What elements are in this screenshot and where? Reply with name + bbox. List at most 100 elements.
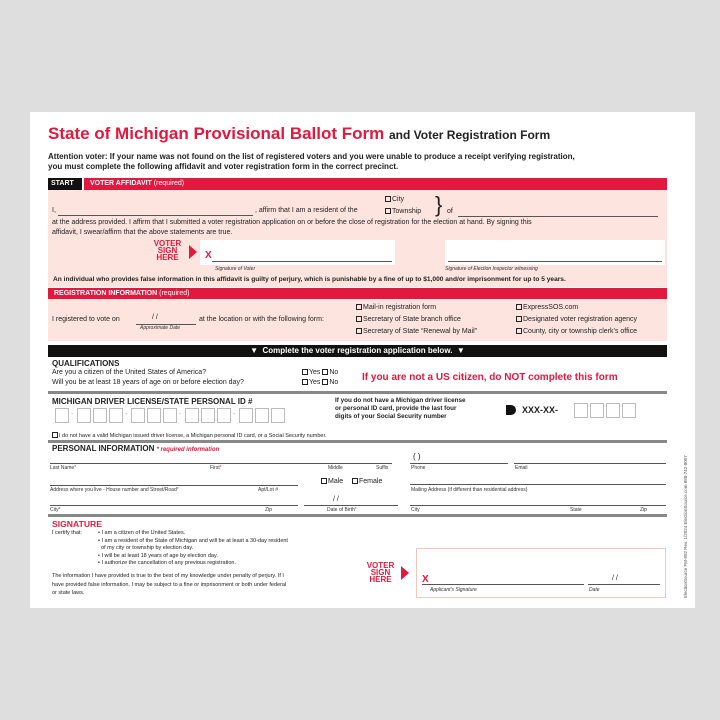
sig-line [212,261,392,262]
certify-bullets: • I am a citizen of the United States. •… [98,530,288,567]
id-digit-box[interactable] [239,408,253,423]
address-label: Address where you live - House number an… [50,487,179,493]
ssn-digit-box[interactable] [590,403,604,418]
inspector-signature-field[interactable] [445,240,665,265]
voter-signature-field[interactable] [200,240,395,265]
affirm-text: , affirm that I am a resident of the [255,207,358,214]
mailing-address-field[interactable] [410,484,666,485]
id-digit-box[interactable] [93,408,107,423]
affidavit-line-2: at the address provided. I affirm that I… [52,219,532,226]
start-tag: START [48,178,82,190]
registration-date-field[interactable] [136,324,196,325]
city-checkbox[interactable]: City [385,196,404,203]
id-digit-box[interactable] [255,408,269,423]
name-field[interactable] [58,215,253,216]
first-name-label: First* [210,465,222,471]
municipality-field[interactable] [458,216,658,217]
dob-field[interactable] [304,505,398,506]
qualifications-heading: QUALIFICATIONS [52,359,120,368]
affidavit-line-3: affidavit, I swear/affirm that the above… [52,229,233,236]
city-label: City* [50,507,61,513]
arrow-icon [401,566,409,580]
sign-x: X [205,250,212,261]
city-zip-field[interactable] [50,505,298,506]
option-expresssos[interactable]: ExpressSOS.com [516,304,578,311]
name-fields[interactable] [50,463,392,464]
affidavit-section [48,190,667,287]
id-digit-box[interactable] [109,408,123,423]
id-digit-box[interactable] [201,408,215,423]
mailing-city-label: City [411,507,420,513]
dob-label: Date of Birth* [327,507,357,513]
age-question: Will you be at least 18 years of age on … [52,379,244,386]
perjury-statement: The information I have provided is true … [52,573,287,596]
form-title: State of Michigan Provisional Ballot For… [48,124,551,143]
township-checkbox[interactable]: Township [385,208,421,215]
ssn-note: If you do not have a Michigan driver lic… [335,397,466,420]
phone-field[interactable] [410,463,508,464]
perjury-warning: An individual who provides false informa… [53,276,566,283]
email-field[interactable] [514,463,666,464]
id-digit-box[interactable] [185,408,199,423]
mailing-zip-label: Zip [640,507,647,513]
ssn-digit-box[interactable] [622,403,636,418]
id-digit-box[interactable] [147,408,161,423]
apt-label: Apt/Lot # [258,487,279,493]
address-field[interactable] [50,485,298,486]
mailing-label: Mailing Address (if different than resid… [411,487,528,493]
last-name-label: Last Name* [50,465,77,471]
id-digit-box[interactable] [163,408,177,423]
personal-heading: PERSONAL INFORMATION * required informat… [52,444,220,453]
age-yes[interactable]: Yes [302,379,320,386]
divider [48,391,667,394]
female-checkbox[interactable]: Female [352,478,382,485]
dob-slashes: / / [333,496,339,503]
of-text: of [447,208,453,215]
dash: - [233,411,236,418]
voter-sign-here: VOTER SIGN HERE [153,239,182,262]
citizen-no[interactable]: No [322,369,338,376]
id-digit-box[interactable] [217,408,231,423]
date-caption: Date [589,587,600,593]
registration-section [48,299,667,341]
ssn-prefix: XXX-XX- [522,405,559,415]
applicant-signature-box[interactable] [416,548,666,598]
id-digit-box[interactable] [271,408,285,423]
divider [48,440,667,443]
ssn-digit-box[interactable] [574,403,588,418]
id-digit-box[interactable] [77,408,91,423]
attention-line-1: Attention voter: If your name was not fo… [48,152,575,161]
citizen-yes[interactable]: Yes [302,369,320,376]
inspector-line [448,261,662,262]
male-checkbox[interactable]: Male [321,478,343,485]
option-clerk[interactable]: County, city or township clerk’s office [516,328,637,335]
option-agency[interactable]: Designated voter registration agency [516,316,637,323]
phone-label: Phone [411,465,426,471]
registered-on: I registered to vote on [52,316,120,323]
license-heading: MICHIGAN DRIVER LICENSE/STATE PERSONAL I… [52,397,253,406]
option-sos-branch[interactable]: Secretary of State branch office [356,316,461,323]
option-renewal-mail[interactable]: Secretary of State “Renewal by Mail” [356,328,477,335]
applicant-caption: Applicant's Signature [430,587,477,593]
dash: - [125,411,128,418]
complete-banner: ▼ Complete the voter registration applic… [48,345,667,357]
affidavit-header: VOTER AFFIDAVIT (required) [84,178,667,190]
certify-label: I certify that: [52,530,82,536]
sig-inspector-caption: Signature of Election Inspector witnessi… [445,266,538,272]
side-print-info: ElectionSource FM-892 Rev. 1/2024 Electi… [683,455,688,598]
zip-label: Zip [265,507,272,513]
age-no[interactable]: No [322,379,338,386]
sig-voter-caption: Signature of Voter [215,266,256,272]
ssn-digit-box[interactable] [606,403,620,418]
signature-heading: SIGNATURE [52,519,102,529]
approx-date-caption: Approximate Date [140,325,181,331]
id-digit-box[interactable] [55,408,69,423]
mailing-city-field[interactable] [410,505,666,506]
option-mail-in[interactable]: Mail-in registration form [356,304,436,311]
no-license-checkbox[interactable]: I do not have a valid Michigan issued dr… [52,432,327,439]
affidavit-i: I, [52,207,56,214]
brace: } [435,192,443,217]
suffix-label: Suffix [376,465,389,471]
date-field[interactable] [588,584,660,585]
id-digit-box[interactable] [131,408,145,423]
